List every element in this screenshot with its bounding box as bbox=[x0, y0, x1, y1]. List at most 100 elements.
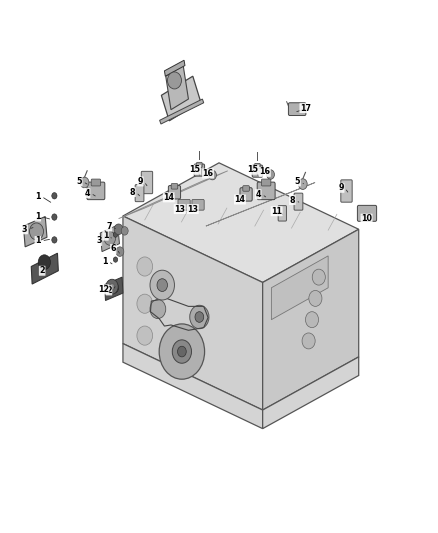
Circle shape bbox=[137, 257, 152, 276]
FancyBboxPatch shape bbox=[168, 185, 180, 199]
Circle shape bbox=[113, 232, 118, 237]
Circle shape bbox=[106, 279, 118, 294]
Circle shape bbox=[104, 231, 116, 245]
Polygon shape bbox=[123, 344, 263, 429]
Text: 3: 3 bbox=[22, 225, 28, 234]
Circle shape bbox=[150, 270, 174, 300]
Text: 4: 4 bbox=[255, 190, 261, 199]
Polygon shape bbox=[123, 216, 263, 410]
FancyBboxPatch shape bbox=[357, 205, 377, 221]
Circle shape bbox=[38, 255, 50, 270]
Polygon shape bbox=[31, 253, 58, 284]
Text: 11: 11 bbox=[271, 207, 282, 216]
Circle shape bbox=[150, 300, 166, 319]
Circle shape bbox=[114, 224, 123, 235]
FancyBboxPatch shape bbox=[257, 182, 275, 200]
FancyBboxPatch shape bbox=[194, 164, 205, 176]
Circle shape bbox=[177, 346, 186, 357]
FancyBboxPatch shape bbox=[261, 179, 271, 186]
Circle shape bbox=[208, 170, 216, 180]
Circle shape bbox=[305, 312, 318, 328]
Polygon shape bbox=[164, 60, 185, 76]
Text: 9: 9 bbox=[138, 177, 143, 186]
Polygon shape bbox=[23, 216, 47, 247]
Circle shape bbox=[298, 179, 307, 189]
FancyBboxPatch shape bbox=[252, 165, 263, 177]
Text: 5: 5 bbox=[77, 177, 82, 186]
Text: 8: 8 bbox=[130, 188, 135, 197]
Circle shape bbox=[116, 247, 124, 256]
Text: 13: 13 bbox=[174, 205, 185, 214]
Text: 13: 13 bbox=[187, 205, 198, 214]
Polygon shape bbox=[272, 256, 328, 320]
Circle shape bbox=[195, 312, 204, 322]
Polygon shape bbox=[206, 182, 315, 226]
FancyBboxPatch shape bbox=[240, 188, 252, 201]
Text: 12: 12 bbox=[98, 285, 109, 294]
Polygon shape bbox=[263, 357, 359, 429]
Text: 16: 16 bbox=[259, 167, 270, 176]
Text: 8: 8 bbox=[290, 196, 295, 205]
Text: 14: 14 bbox=[163, 193, 174, 202]
FancyBboxPatch shape bbox=[171, 183, 178, 189]
Polygon shape bbox=[159, 99, 204, 124]
Circle shape bbox=[190, 305, 209, 329]
Circle shape bbox=[29, 223, 43, 240]
Circle shape bbox=[110, 284, 115, 290]
Circle shape bbox=[52, 214, 57, 220]
Text: 1: 1 bbox=[35, 237, 41, 246]
Circle shape bbox=[121, 227, 128, 235]
FancyBboxPatch shape bbox=[341, 180, 352, 202]
Text: 15: 15 bbox=[190, 165, 201, 174]
Circle shape bbox=[172, 340, 191, 364]
Text: 17: 17 bbox=[300, 103, 311, 112]
Text: 2: 2 bbox=[39, 266, 45, 275]
FancyBboxPatch shape bbox=[141, 171, 152, 193]
Text: 1: 1 bbox=[35, 212, 41, 221]
Circle shape bbox=[137, 326, 152, 345]
Circle shape bbox=[302, 333, 315, 349]
FancyBboxPatch shape bbox=[243, 185, 249, 191]
Circle shape bbox=[113, 257, 118, 262]
Polygon shape bbox=[105, 277, 123, 301]
Text: 1: 1 bbox=[102, 257, 107, 265]
Text: 3: 3 bbox=[96, 237, 102, 246]
Text: 16: 16 bbox=[203, 169, 214, 178]
FancyBboxPatch shape bbox=[254, 164, 260, 168]
Circle shape bbox=[80, 177, 89, 188]
Text: 1: 1 bbox=[103, 231, 108, 240]
Text: 9: 9 bbox=[339, 183, 344, 192]
Text: 14: 14 bbox=[234, 195, 245, 204]
Circle shape bbox=[52, 192, 57, 199]
Circle shape bbox=[167, 72, 181, 89]
Text: 6: 6 bbox=[110, 245, 116, 254]
FancyBboxPatch shape bbox=[192, 199, 204, 210]
FancyBboxPatch shape bbox=[197, 163, 202, 167]
Polygon shape bbox=[119, 171, 228, 219]
Circle shape bbox=[157, 279, 167, 292]
Polygon shape bbox=[123, 163, 359, 282]
Circle shape bbox=[267, 169, 275, 179]
FancyBboxPatch shape bbox=[178, 199, 190, 210]
Polygon shape bbox=[166, 66, 188, 110]
FancyBboxPatch shape bbox=[278, 206, 286, 221]
FancyBboxPatch shape bbox=[87, 182, 105, 200]
Text: 7: 7 bbox=[106, 222, 112, 231]
Circle shape bbox=[309, 290, 322, 306]
Circle shape bbox=[52, 237, 57, 243]
Polygon shape bbox=[263, 229, 359, 410]
Text: 1: 1 bbox=[35, 192, 41, 201]
Circle shape bbox=[312, 269, 325, 285]
Polygon shape bbox=[100, 225, 120, 252]
FancyBboxPatch shape bbox=[91, 179, 101, 186]
Text: 4: 4 bbox=[85, 189, 90, 198]
Circle shape bbox=[137, 294, 152, 313]
Text: 5: 5 bbox=[295, 177, 300, 186]
FancyBboxPatch shape bbox=[294, 193, 303, 210]
Text: 10: 10 bbox=[361, 214, 372, 223]
FancyBboxPatch shape bbox=[135, 184, 144, 201]
Polygon shape bbox=[161, 76, 201, 121]
Circle shape bbox=[110, 282, 119, 293]
Circle shape bbox=[159, 324, 205, 379]
Text: 15: 15 bbox=[247, 165, 258, 174]
